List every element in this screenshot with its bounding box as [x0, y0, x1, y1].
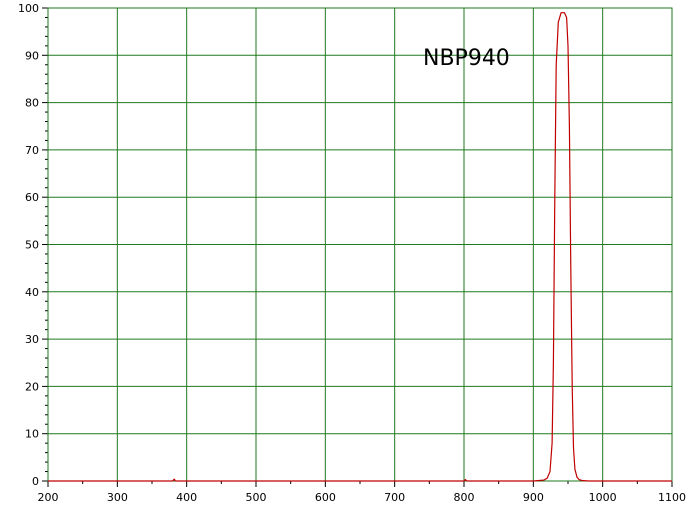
- y-tick-label-100: 100: [18, 2, 39, 15]
- y-tick-label-20: 20: [25, 380, 39, 393]
- y-tick-label-70: 70: [25, 144, 39, 157]
- series-line-nbp940: [48, 12, 672, 482]
- y-tick-label-50: 50: [25, 239, 39, 252]
- x-tick-label-1100: 1100: [658, 491, 686, 504]
- grid: [47, 7, 673, 482]
- y-tick-label-90: 90: [25, 49, 39, 62]
- x-tick-label-1000: 1000: [589, 491, 617, 504]
- x-axis-tick-labels: 200 300 400 500 600 700 800 900 1000 1100: [38, 491, 687, 504]
- x-tick-label-700: 700: [384, 491, 405, 504]
- x-tick-label-400: 400: [176, 491, 197, 504]
- y-tick-label-60: 60: [25, 191, 39, 204]
- y-tick-label-80: 80: [25, 97, 39, 110]
- x-tick-label-800: 800: [454, 491, 475, 504]
- x-tick-label-200: 200: [38, 491, 59, 504]
- y-tick-label-0: 0: [32, 475, 39, 488]
- y-axis-tick-labels: 0 10 20 30 40 50 60 70 80 90 100: [18, 2, 39, 488]
- y-tick-label-10: 10: [25, 428, 39, 441]
- minor-ticks: [42, 7, 673, 487]
- x-tick-label-600: 600: [315, 491, 336, 504]
- x-tick-label-300: 300: [107, 491, 128, 504]
- x-tick-label-500: 500: [246, 491, 267, 504]
- x-tick-label-900: 900: [523, 491, 544, 504]
- y-tick-label-30: 30: [25, 333, 39, 346]
- y-tick-label-40: 40: [25, 286, 39, 299]
- annotation-label: NBP940: [423, 46, 510, 71]
